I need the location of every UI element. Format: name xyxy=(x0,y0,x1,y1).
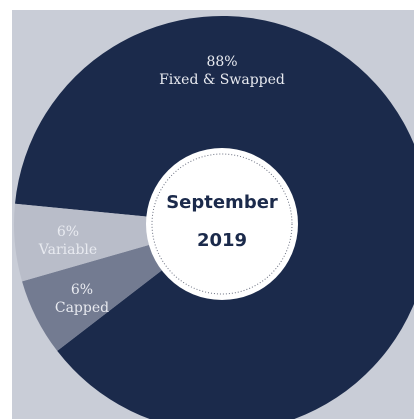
slice-category-label: Fixed & Swapped xyxy=(159,72,285,88)
slice-category-label: Capped xyxy=(55,300,109,316)
slice-value-label: 6% xyxy=(71,282,93,298)
slice-value-label: 88% xyxy=(206,54,237,70)
center-text: 2019 xyxy=(197,230,247,251)
center-text: September xyxy=(166,192,278,213)
center-ring xyxy=(151,153,293,295)
slice-value-label: 6% xyxy=(57,224,79,240)
slice-category-label: Variable xyxy=(38,242,97,258)
center-disc xyxy=(146,148,298,300)
